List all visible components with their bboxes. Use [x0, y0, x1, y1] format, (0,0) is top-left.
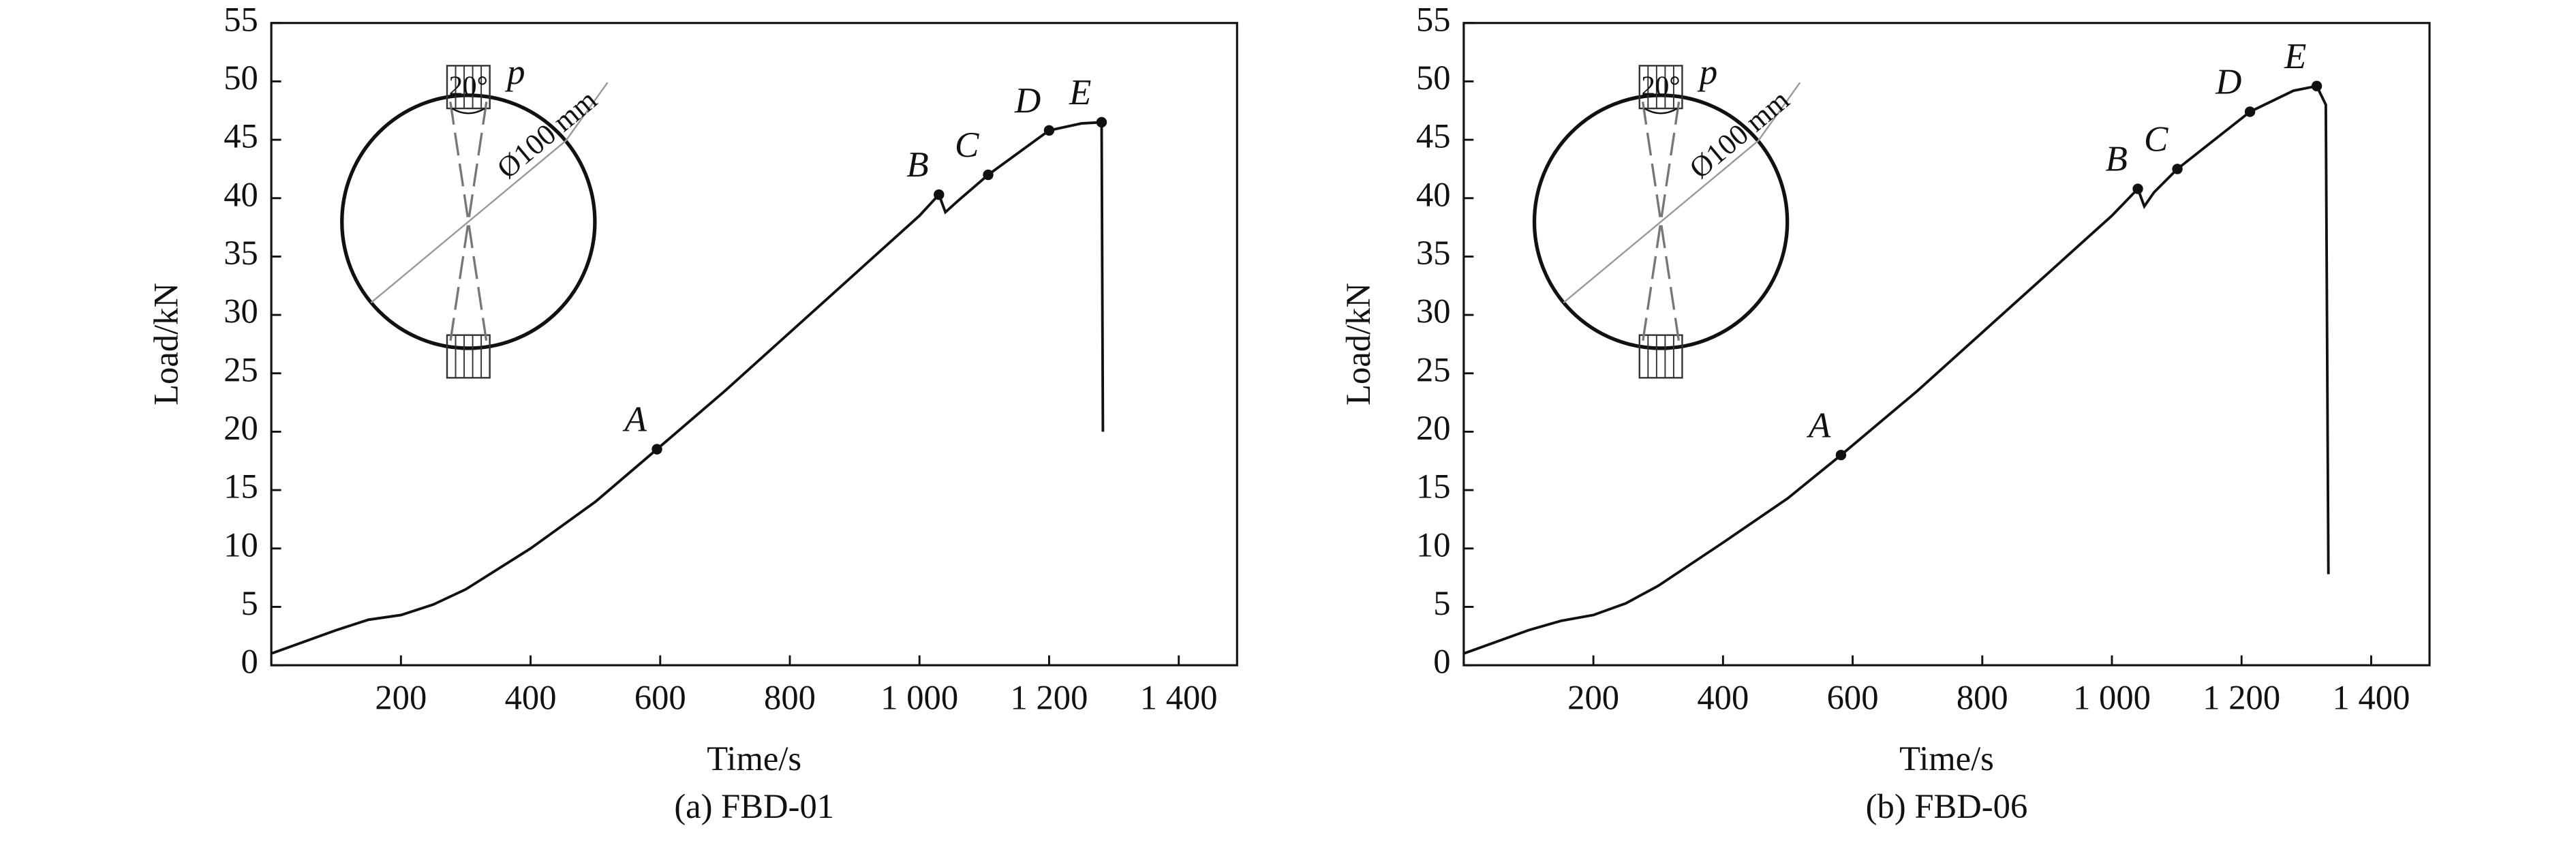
angle-label: 20° — [449, 70, 488, 102]
diameter-line — [370, 140, 567, 304]
x-axis-label: Time/s — [707, 739, 801, 778]
y-tick-label: 5 — [241, 584, 258, 622]
wedge-line — [449, 102, 488, 342]
point-label: B — [906, 145, 928, 185]
x-tick-label: 1 000 — [2073, 679, 2151, 717]
y-tick-label: 45 — [224, 117, 258, 155]
y-tick-label: 30 — [224, 292, 258, 331]
load-symbol: p — [1697, 52, 1718, 92]
caption: (a) FBD-01 — [674, 787, 834, 825]
key-point — [651, 444, 662, 455]
key-point — [1096, 117, 1107, 128]
wedge-line — [449, 102, 488, 342]
key-point — [2244, 106, 2256, 117]
loading-strip — [1638, 334, 1683, 379]
specimen — [340, 93, 597, 350]
load-curve — [271, 121, 1105, 655]
x-tick-label: 600 — [1827, 679, 1879, 717]
caption: (b) FBD-06 — [1866, 787, 2028, 825]
y-tick-label: 25 — [1416, 350, 1451, 388]
y-tick-label: 25 — [224, 350, 258, 388]
x-tick-label: 600 — [634, 679, 686, 717]
x-axis-label: Time/s — [1899, 739, 1994, 778]
key-point — [2311, 80, 2322, 91]
y-tick-label: 35 — [224, 234, 258, 272]
y-tick-label: 10 — [224, 525, 258, 564]
wedge-line — [1641, 102, 1681, 342]
y-tick-label: 55 — [1416, 0, 1451, 38]
point-label: C — [955, 125, 979, 165]
plot-frame — [1462, 22, 2431, 667]
y-axis-label: Load/kN — [1339, 283, 1377, 406]
wedge-line — [1641, 102, 1681, 342]
point-label: D — [1014, 81, 1041, 121]
angle-arc — [451, 108, 486, 114]
x-tick-label: 200 — [1567, 679, 1619, 717]
y-tick-label: 0 — [241, 643, 258, 681]
y-tick-label: 20 — [1416, 409, 1451, 447]
key-point — [1043, 125, 1055, 136]
y-tick-label: 10 — [1416, 525, 1451, 564]
diameter-line — [1563, 140, 1759, 304]
diameter-label: Ø100 mm — [491, 83, 603, 185]
point-label: B — [2106, 140, 2128, 179]
point-label: E — [2284, 37, 2306, 76]
inset-diagram: p 20° Ø100 mm — [340, 52, 609, 379]
angle-arc — [1644, 108, 1678, 114]
x-tick-label: 800 — [1957, 679, 2008, 717]
point-label: A — [1807, 406, 1831, 445]
key-point — [934, 189, 945, 200]
point-label: C — [2144, 120, 2168, 159]
x-tick-label: 400 — [505, 679, 557, 717]
load-curve — [1463, 85, 2330, 655]
inset-diagram: p 20° Ø100 mm — [1532, 52, 1801, 379]
point-label: A — [623, 400, 647, 440]
key-point — [983, 169, 994, 181]
y-tick-label: 50 — [224, 59, 258, 97]
y-tick-label: 40 — [224, 175, 258, 213]
y-axis-label: Load/kN — [147, 283, 185, 406]
x-tick-label: 800 — [764, 679, 816, 717]
x-tick-label: 1 200 — [2203, 679, 2280, 717]
angle-label: 20° — [1641, 70, 1680, 102]
plot-frame — [270, 22, 1238, 667]
y-tick-label: 55 — [224, 0, 258, 38]
y-tick-label: 50 — [1416, 59, 1451, 97]
loading-strip — [446, 334, 491, 379]
y-tick-label: 40 — [1416, 175, 1451, 213]
y-tick-label: 15 — [224, 468, 258, 506]
y-tick-label: 20 — [224, 409, 258, 447]
diameter-ext — [1758, 82, 1801, 142]
y-tick-label: 45 — [1416, 117, 1451, 155]
load-symbol: p — [504, 52, 525, 92]
x-tick-label: 400 — [1697, 679, 1749, 717]
y-tick-label: 15 — [1416, 468, 1451, 506]
point-label: D — [2215, 63, 2241, 102]
loading-strip — [1638, 65, 1683, 110]
diameter-label: Ø100 mm — [1683, 83, 1796, 185]
key-point — [2172, 164, 2183, 174]
specimen — [1532, 93, 1790, 350]
x-tick-label: 1 400 — [2333, 679, 2410, 717]
y-tick-label: 0 — [1433, 643, 1450, 681]
x-tick-label: 1 200 — [1011, 679, 1088, 717]
x-tick-label: 1 400 — [1140, 679, 1218, 717]
y-tick-label: 30 — [1416, 292, 1451, 331]
x-tick-label: 1 000 — [880, 679, 958, 717]
x-tick-label: 200 — [375, 679, 427, 717]
loading-strip — [446, 65, 491, 110]
diameter-ext — [565, 82, 609, 142]
key-point — [2132, 183, 2143, 194]
y-tick-label: 5 — [1433, 584, 1450, 622]
y-tick-label: 35 — [1416, 234, 1451, 272]
key-point — [1835, 449, 1847, 461]
point-label: E — [1069, 73, 1091, 112]
